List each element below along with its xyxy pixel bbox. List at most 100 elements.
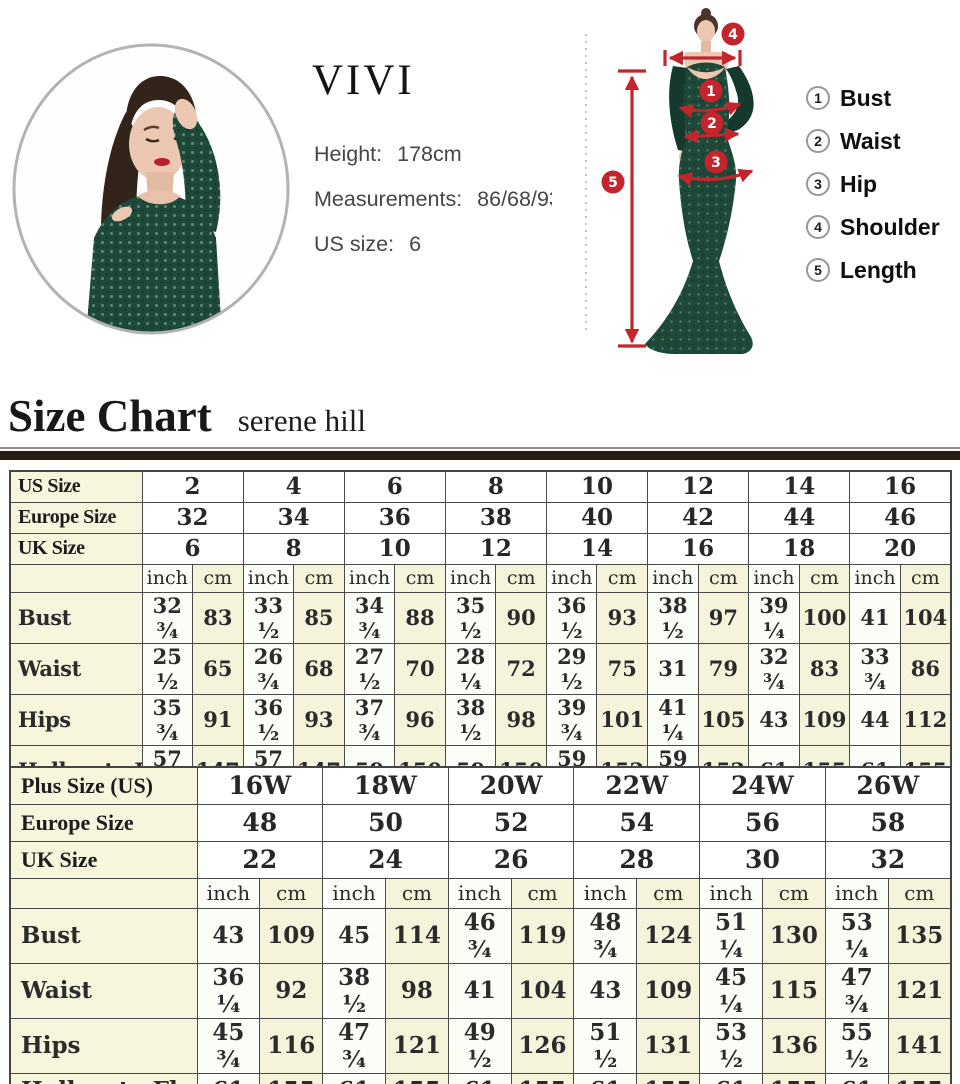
circled-number-icon: 2 [806, 129, 830, 153]
height-value: 178cm [397, 142, 462, 166]
legend-label: Waist [840, 127, 901, 154]
divider-thin-line [0, 447, 960, 449]
table-row: Plus Size (US) 16W 18W 20W 22W 24W 26W [9, 766, 952, 805]
model-info: Height: 178cm Measurements: 86/68/93 US … [314, 141, 561, 276]
marker-badge-shoulder [721, 22, 745, 46]
measure-value: 96 [394, 693, 446, 746]
unit-inch: inch [699, 877, 763, 909]
measure-value: 104 [510, 962, 575, 1019]
measure-value: 79 [697, 642, 750, 695]
unit-cm: cm [899, 563, 952, 593]
unit-cm: cm [495, 563, 547, 593]
unit-cm: cm [394, 563, 446, 593]
measurements-value: 86/68/93 [477, 187, 561, 211]
us-size-label: US size: [314, 232, 395, 256]
measure-value: 61 [573, 1072, 638, 1084]
size-value: 6 [141, 532, 244, 565]
size-value: 6 [343, 470, 446, 503]
measure-value: 92 [259, 962, 324, 1019]
hip-measure-line [677, 168, 754, 187]
legend-label: Length [840, 256, 917, 283]
measure-value: 83 [798, 642, 851, 695]
measure-value: 109 [259, 907, 324, 964]
size-value: 32 [141, 501, 244, 534]
table-row: Bust 43 109 45 114 46 ¾ 119 48 ¾ 124 51 ¼ 130 53 ¼… [9, 907, 952, 964]
row-label [9, 877, 198, 909]
figure-face [697, 20, 715, 42]
size-value: 28 [573, 840, 701, 879]
measure-value: 36 ¼ [196, 962, 261, 1019]
size-value: 48 [196, 803, 324, 842]
measure-value: 61 [699, 1072, 763, 1084]
unit-inch: inch [748, 563, 800, 593]
measure-value: 38 ½ [444, 693, 497, 746]
measure-value: 26 ¾ [242, 642, 295, 695]
divider-thick-bar [0, 451, 960, 460]
row-label [9, 563, 143, 593]
row-label: Hips [9, 693, 143, 746]
face [129, 107, 187, 181]
measure-value: 121 [384, 1017, 449, 1074]
table-row: Europe Size 48 50 52 54 56 58 [9, 803, 952, 842]
size-value: 24 [322, 840, 449, 879]
size-value: 36 [343, 501, 446, 534]
measure-value: 105 [697, 693, 750, 746]
measure-value: 39 ¼ [748, 591, 800, 644]
measure-value: 34 ¾ [343, 591, 396, 644]
measure-value: 101 [596, 693, 649, 746]
unit-cm: cm [636, 877, 701, 909]
measure-value: 88 [394, 591, 446, 644]
measure-value: 119 [510, 907, 575, 964]
measure-value: 37 ¾ [343, 693, 396, 746]
measure-value: 53 ½ [699, 1017, 763, 1074]
measurements-label: Measurements: [314, 187, 463, 211]
measure-value: 75 [596, 642, 649, 695]
circled-number-icon: 5 [806, 258, 830, 282]
marker-number-2: 2 [707, 116, 717, 132]
dress-measurement-diagram: 1 2 3 4 5 [552, 4, 798, 366]
legend-item-length: 5 Length [806, 256, 940, 283]
size-value: 8 [444, 470, 547, 503]
circled-number-icon: 3 [806, 172, 830, 196]
us-size-line: US size: 6 [314, 231, 561, 257]
raised-hand [174, 98, 198, 130]
measure-value: 45 ¾ [196, 1017, 261, 1074]
measure-value: 61 [824, 1072, 889, 1084]
size-value: 42 [647, 501, 750, 534]
unit-inch: inch [196, 877, 261, 909]
row-label: Waist [9, 642, 143, 695]
measure-value: 114 [384, 907, 449, 964]
measure-value: 155 [887, 1072, 952, 1084]
measure-value: 121 [887, 962, 952, 1019]
unit-inch: inch [343, 563, 396, 593]
size-value: 44 [748, 501, 851, 534]
measurement-legend: 1 Bust 2 Waist 3 Hip 4 Shoulder 5 Length [806, 85, 940, 301]
measure-value: 135 [887, 907, 952, 964]
measure-value: 68 [293, 642, 345, 695]
row-label: UK Size [9, 532, 143, 565]
marker-number-4: 4 [728, 27, 738, 43]
measure-value: 29 ½ [545, 642, 598, 695]
size-value: 2 [141, 470, 244, 503]
size-value: 12 [647, 470, 750, 503]
size-value: 8 [242, 532, 345, 565]
measure-value: 91 [192, 693, 244, 746]
row-label: Plus Size (US) [9, 766, 198, 805]
legend-item-shoulder: 4 Shoulder [806, 214, 940, 240]
measure-value: 97 [697, 591, 750, 644]
measure-value: 45 [322, 907, 386, 964]
unit-cm: cm [596, 563, 649, 593]
neckline-skin [138, 190, 180, 205]
measure-value: 41 ¼ [647, 693, 699, 746]
measure-value: 83 [192, 591, 244, 644]
measure-value: 35 ½ [444, 591, 497, 644]
shoulder-cutout [111, 206, 133, 222]
marker-number-1: 1 [706, 84, 716, 100]
size-value: 58 [824, 803, 952, 842]
measure-value: 130 [761, 907, 826, 964]
measure-value: 53 ¼ [824, 907, 889, 964]
brand-name: VIVI [312, 57, 415, 104]
marker-number-3: 3 [711, 155, 721, 171]
unit-inch: inch [824, 877, 889, 909]
measure-value: 61 [447, 1072, 512, 1084]
